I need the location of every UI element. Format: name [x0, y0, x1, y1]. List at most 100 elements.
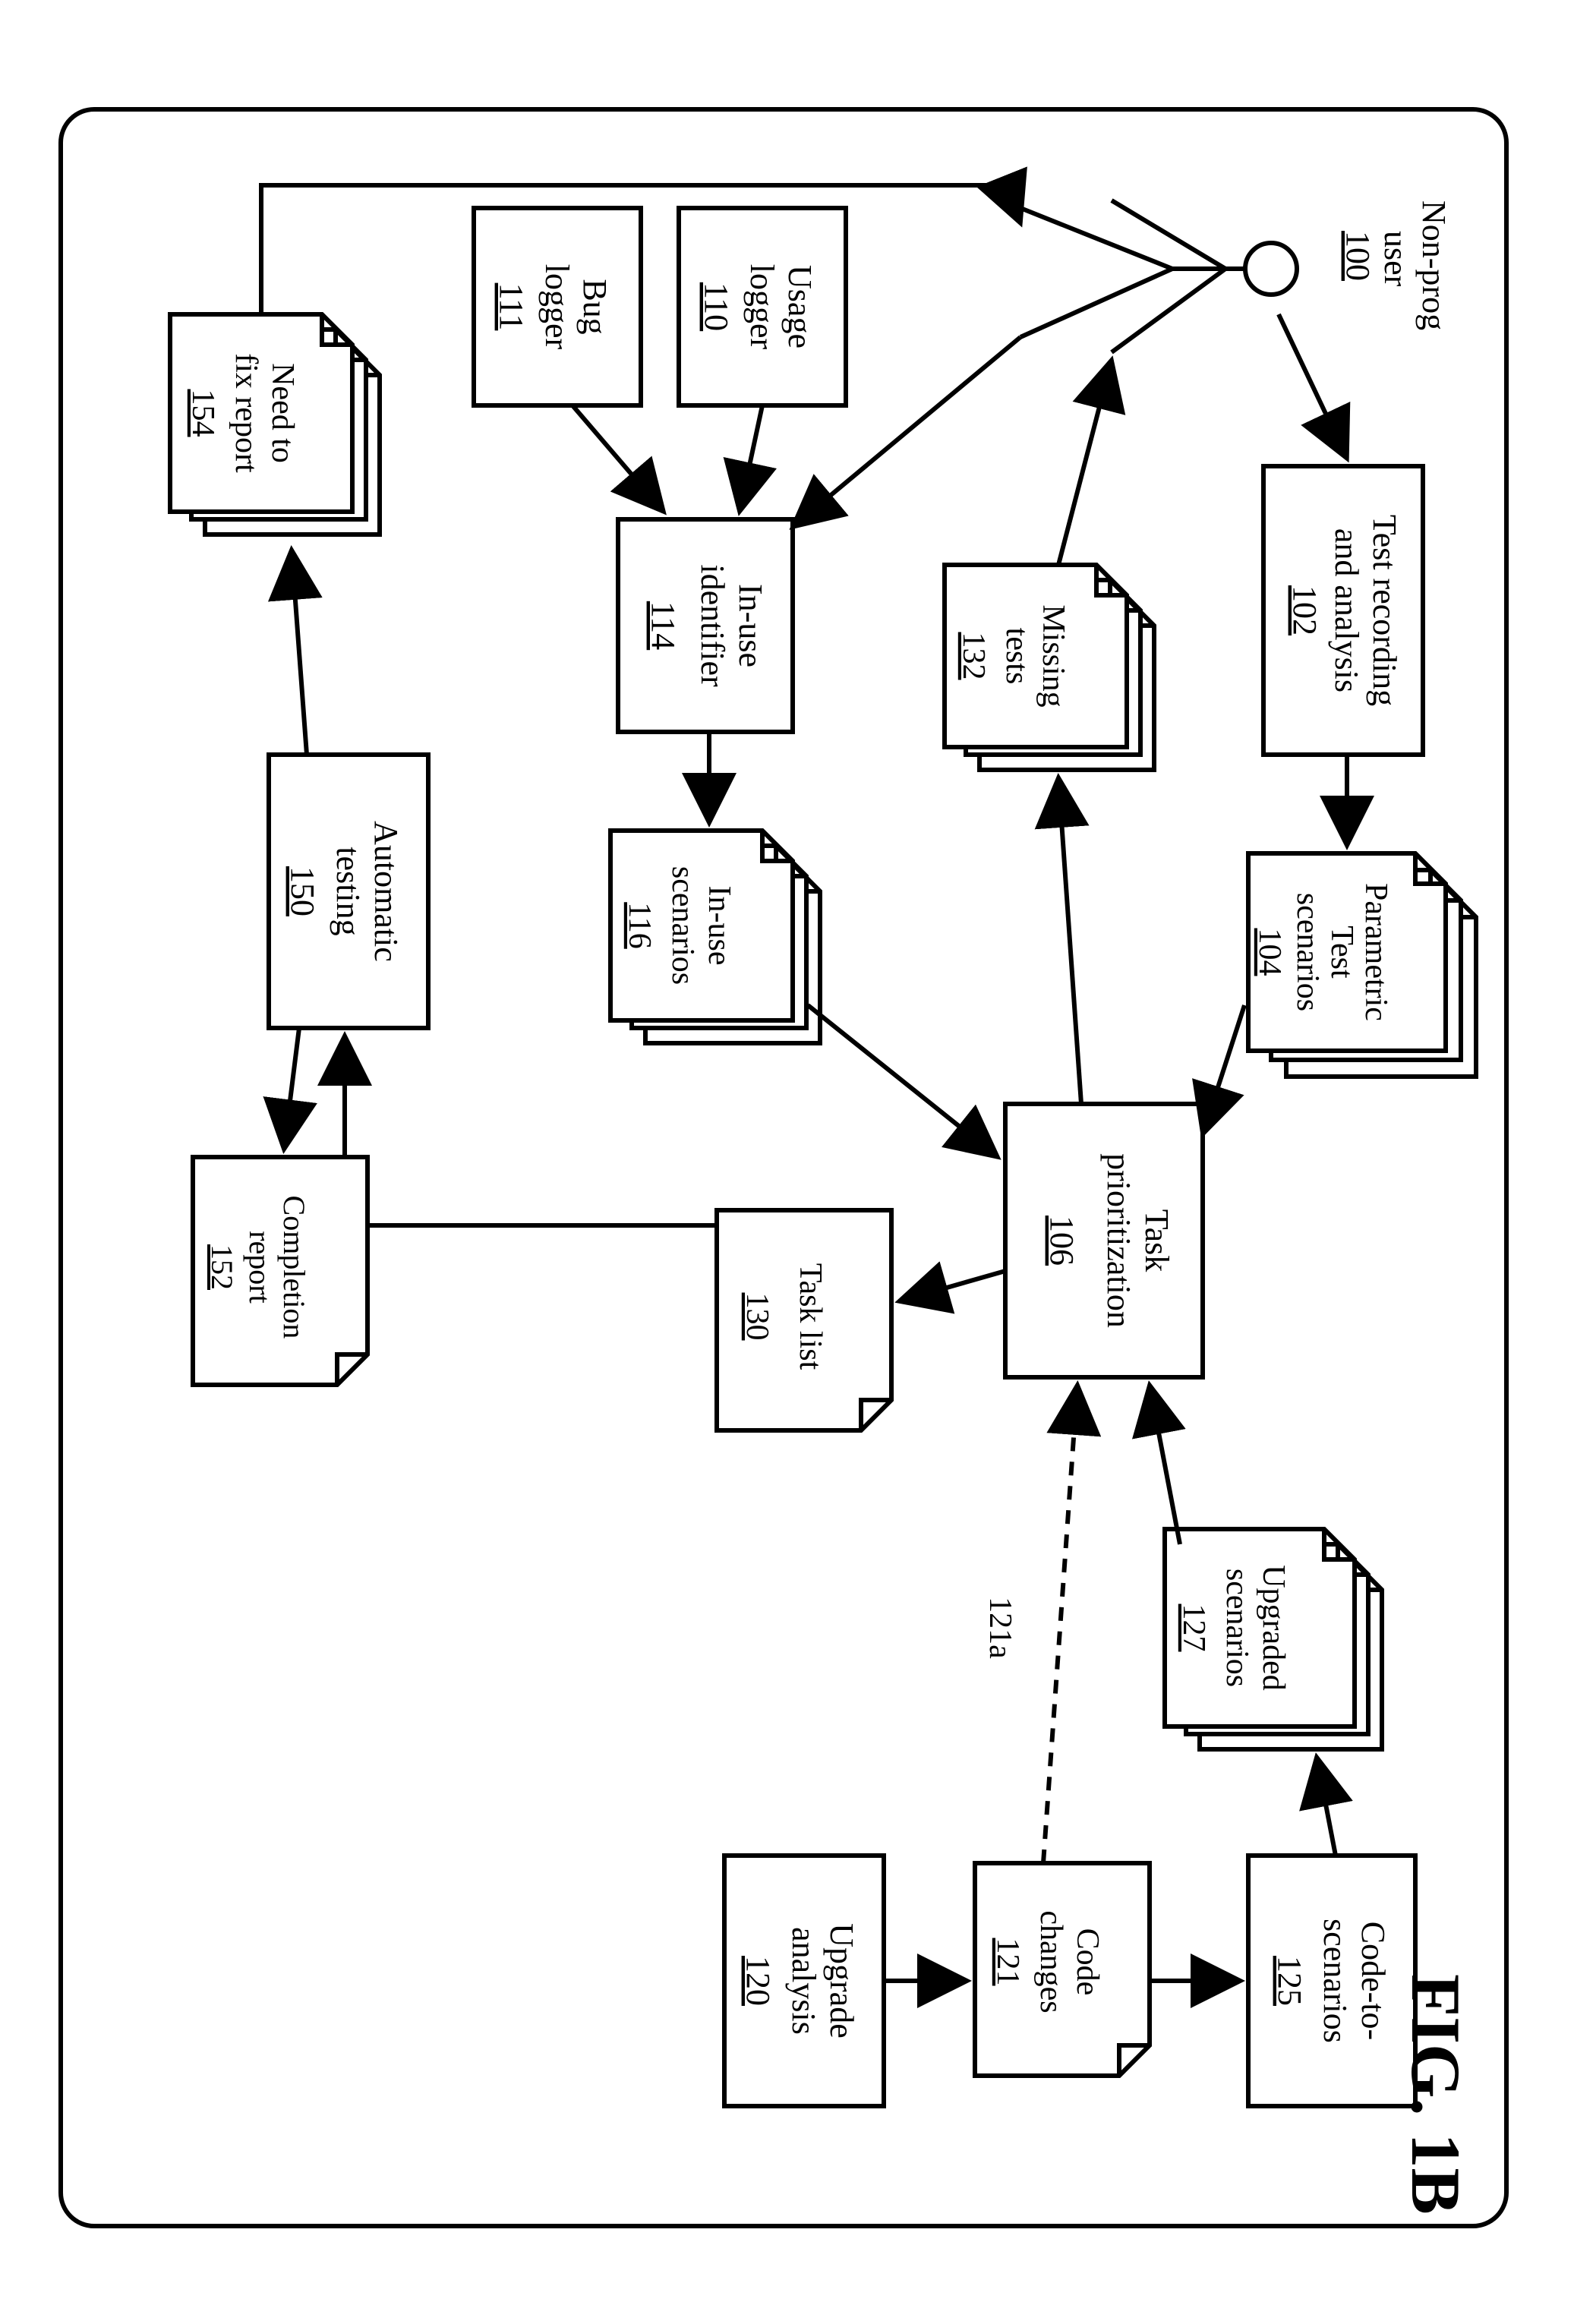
box-in-use-identifier: In-use identifier 114 [618, 519, 793, 732]
edge-missing-to-user [1058, 360, 1112, 565]
actor-ref: 100 [1339, 231, 1377, 281]
inuse-l2: scenarios [665, 866, 700, 985]
svg-text:154: 154 [185, 389, 220, 437]
svg-text:127: 127 [1176, 1604, 1211, 1652]
svg-text:scenarios: scenarios [665, 866, 700, 985]
svg-text:prioritization: prioritization [1100, 1153, 1137, 1328]
missing-l1: Missing [1036, 604, 1071, 707]
stack-upgraded-scenarios: Upgraded scenarios 127 [1165, 1529, 1382, 1749]
usage-l1: Usage [781, 265, 819, 348]
edge-autot-to-ntf [292, 550, 307, 755]
box-automatic-testing: Automatic testing 150 [269, 755, 428, 1028]
task-prio-ref: 106 [1043, 1216, 1080, 1266]
inuseid-l1: In-use [732, 584, 769, 667]
svg-text:user: user [1377, 231, 1415, 287]
test-recording-ref: 102 [1286, 585, 1323, 635]
svg-text:125: 125 [1271, 1956, 1308, 2006]
box-usage-logger: Usage logger 110 [679, 208, 846, 405]
c2s-l1: Code-to- [1355, 1922, 1392, 2040]
svg-text:Bug: Bug [576, 279, 614, 334]
svg-text:identifier: identifier [694, 564, 731, 687]
figure-label-group: FIG. 1B [1397, 1974, 1475, 2215]
figure-page: Non-prog user 100 Test recording and ana… [0, 0, 1574, 2324]
edge-inuse-to-prio [808, 1005, 998, 1157]
svg-text:110: 110 [698, 282, 735, 331]
svg-text:Parametric: Parametric [1358, 883, 1393, 1021]
svg-text:scenarios: scenarios [1290, 893, 1325, 1011]
svg-text:tests: tests [999, 628, 1034, 685]
parametric-l2: Test [1324, 926, 1359, 979]
svg-text:Automatic: Automatic [367, 821, 405, 962]
edge-prio-to-tasklist [899, 1271, 1005, 1301]
edge-prio-to-missing [1058, 777, 1081, 1104]
upgrade-l1: Upgrade [823, 1923, 860, 2039]
edge-upsc-to-prio [1150, 1385, 1180, 1544]
test-recording-l1: Test recording [1366, 515, 1403, 706]
svg-text:116: 116 [622, 902, 657, 948]
svg-text:Non-prog: Non-prog [1415, 200, 1453, 330]
edge-parametric-to-prio [1203, 1005, 1244, 1134]
svg-text:Code-to-: Code-to- [1355, 1922, 1392, 2040]
parametric-ref: 104 [1252, 929, 1287, 976]
svg-text:scenarios: scenarios [1219, 1569, 1254, 1687]
compl-l1: Completion [277, 1196, 311, 1339]
svg-text:testing: testing [330, 847, 367, 935]
bug-l2: logger [538, 264, 576, 350]
stack-need-to-fix: Need to fix report 154 [170, 314, 380, 534]
upsc-l2: scenarios [1219, 1569, 1254, 1687]
svg-text:In-use: In-use [702, 886, 737, 966]
ntf-l2: fix report [229, 353, 263, 473]
svg-text:Test recording: Test recording [1366, 515, 1403, 706]
diagram-content: Non-prog user 100 Test recording and ana… [170, 185, 1476, 2106]
figure-label: FIG. 1B [1397, 1974, 1475, 2215]
autot-l2: testing [330, 847, 367, 935]
actor-non-prog-user: Non-prog user 100 [1020, 200, 1453, 352]
parametric-l3: scenarios [1290, 893, 1325, 1011]
svg-text:100: 100 [1339, 231, 1377, 281]
edge-label-121a: 121a [983, 1597, 1017, 1659]
ntf-ref: 154 [185, 389, 220, 437]
box-test-recording: Test recording and analysis 102 [1263, 466, 1423, 755]
svg-text:104: 104 [1252, 929, 1287, 976]
edge-autot-to-completion [284, 1028, 299, 1149]
box-upgrade-analysis: Upgrade analysis 120 [724, 1856, 884, 2106]
autot-l1: Automatic [367, 821, 405, 962]
stack-missing-tests: Missing tests 132 [945, 565, 1154, 770]
edge-codech-to-prio-dashed [1043, 1385, 1077, 1863]
svg-text:Test: Test [1324, 926, 1359, 979]
stack-parametric-scenarios: Parametric Test scenarios 104 [1248, 853, 1476, 1077]
missing-l2: tests [999, 628, 1034, 685]
inuseid-l2: identifier [694, 564, 731, 687]
upgrade-l2: analysis [785, 1927, 822, 2035]
bug-l1: Bug [576, 279, 614, 334]
test-recording-l2: and analysis [1328, 528, 1365, 692]
bug-ref: 111 [493, 283, 530, 331]
svg-text:Task: Task [1138, 1209, 1175, 1272]
svg-text:150: 150 [284, 866, 321, 916]
autot-ref: 150 [284, 866, 321, 916]
svg-text:logger: logger [538, 264, 576, 350]
task-prio-l1: Task [1138, 1209, 1175, 1272]
c2s-l2: scenarios [1317, 1919, 1354, 2043]
codech-l1: Code [1070, 1928, 1105, 1996]
tasklist-l1: Task list [793, 1263, 828, 1370]
svg-text:analysis: analysis [785, 1927, 822, 2035]
svg-text:132: 132 [956, 632, 991, 680]
svg-text:121: 121 [990, 1938, 1025, 1986]
edge-usage-to-inuseid [740, 405, 762, 512]
box-bug-logger: Bug logger 111 [474, 208, 641, 405]
compl-l2: report [243, 1231, 277, 1304]
upsc-ref: 127 [1176, 1604, 1211, 1652]
svg-text:Need to: Need to [265, 363, 300, 463]
actor-label-line2: user [1377, 231, 1415, 287]
tasklist-ref: 130 [740, 1293, 774, 1341]
actor-label-line1: Non-prog [1415, 200, 1453, 330]
svg-text:In-use: In-use [732, 584, 769, 667]
svg-text:111: 111 [493, 283, 530, 331]
codech-ref: 121 [990, 1938, 1025, 1986]
svg-text:114: 114 [645, 601, 682, 650]
svg-text:changes: changes [1033, 1910, 1068, 2013]
svg-text:Upgraded: Upgraded [1256, 1565, 1291, 1691]
parametric-l1: Parametric [1358, 883, 1393, 1021]
svg-text:and analysis: and analysis [1328, 528, 1365, 692]
